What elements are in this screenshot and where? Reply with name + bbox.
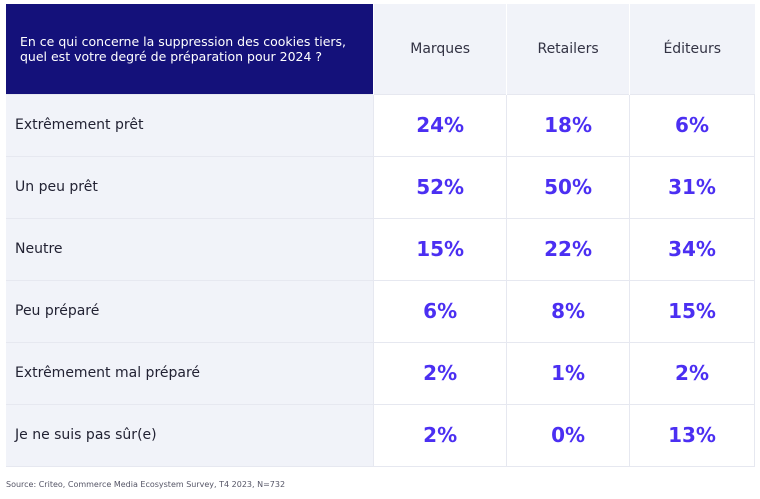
value-cell: 15% <box>373 217 507 280</box>
row-label: Un peu prêt <box>6 155 374 218</box>
table-row: Peu préparé 6% 8% 15% <box>6 279 755 342</box>
row-label: Peu préparé <box>6 279 374 342</box>
value-cell: 2% <box>373 403 507 467</box>
value-cell: 6% <box>629 93 755 156</box>
value-cell: 15% <box>629 279 755 342</box>
value-cell: 8% <box>506 279 630 342</box>
value-cell: 24% <box>373 93 507 156</box>
table-header-row: En ce qui concerne la suppression des co… <box>6 4 755 94</box>
source-note: Source: Criteo, Commerce Media Ecosystem… <box>6 480 286 489</box>
table-question-header: En ce qui concerne la suppression des co… <box>6 4 374 94</box>
value-cell: 22% <box>506 217 630 280</box>
table-row: Un peu prêt 52% 50% 31% <box>6 155 755 218</box>
value-cell: 1% <box>506 341 630 404</box>
value-cell: 2% <box>629 341 755 404</box>
table-row: Je ne suis pas sûr(e) 2% 0% 13% <box>6 403 755 467</box>
value-cell: 6% <box>373 279 507 342</box>
value-cell: 50% <box>506 155 630 218</box>
column-header-marques: Marques <box>373 4 507 94</box>
column-header-editeurs: Éditeurs <box>629 4 755 94</box>
row-label: Extrêmement mal préparé <box>6 341 374 404</box>
value-cell: 2% <box>373 341 507 404</box>
row-label: Je ne suis pas sûr(e) <box>6 403 374 467</box>
survey-table: En ce qui concerne la suppression des co… <box>6 4 755 467</box>
table-row: Extrêmement mal préparé 2% 1% 2% <box>6 341 755 404</box>
table-row: Neutre 15% 22% 34% <box>6 217 755 280</box>
value-cell: 34% <box>629 217 755 280</box>
value-cell: 31% <box>629 155 755 218</box>
value-cell: 13% <box>629 403 755 467</box>
value-cell: 0% <box>506 403 630 467</box>
row-label: Neutre <box>6 217 374 280</box>
value-cell: 18% <box>506 93 630 156</box>
table-row: Extrêmement prêt 24% 18% 6% <box>6 93 755 156</box>
column-header-retailers: Retailers <box>506 4 630 94</box>
value-cell: 52% <box>373 155 507 218</box>
row-label: Extrêmement prêt <box>6 93 374 156</box>
